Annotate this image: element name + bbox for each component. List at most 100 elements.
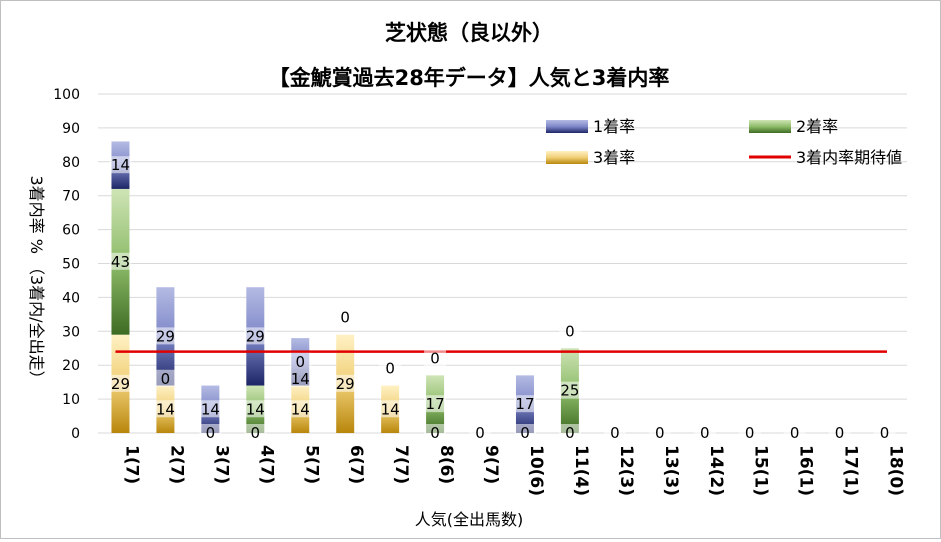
y-tick-label: 60 [62,223,80,239]
x-tick-label: 1(7) [121,445,141,484]
data-label-2nd: 25 [560,382,579,400]
x-tick-label: 16(1) [796,445,816,496]
data-label-2nd-bg [289,369,312,387]
data-label-3rd: 0 [790,424,800,442]
data-label-3rd: 0 [206,424,216,442]
x-tick-label: 11(4) [571,445,591,496]
data-label-2nd-bg [154,369,177,387]
data-label-1st: 0 [565,322,575,340]
data-label-1st-bg [244,327,267,345]
data-label-2nd-bg [558,381,581,399]
data-label-3rd: 0 [251,424,261,442]
data-label-3rd-bg [424,424,447,441]
data-label-2nd: 17 [426,395,445,413]
data-label-3rd-bg [334,374,357,392]
subtitle-backdrop [191,63,737,93]
data-label-1st-bg [558,322,581,340]
x-tick-label: 13(3) [661,445,681,496]
data-label-2nd: 14 [246,400,265,418]
y-tick-label: 20 [62,358,80,374]
data-label-2nd-bg [244,400,267,418]
data-label-3rd-bg [558,424,581,441]
data-label-2nd-bg [424,395,447,413]
y-axis-title: 3着内率 % （3着内/全出走） [27,175,46,386]
data-label-3rd-bg [109,374,132,392]
data-label-3rd: 14 [291,400,310,418]
legend-label-expected: 3着内率期待値 [796,148,902,167]
chart-title: 芝状態（良以外） [385,21,553,45]
data-label-1st: 0 [385,360,395,378]
x-tick-label: 18(0) [886,445,906,496]
data-label-2nd-bg [109,252,132,270]
x-tick-label: 5(7) [301,445,321,484]
data-label-3rd: 0 [520,424,530,442]
data-label-3rd-bg [379,400,402,418]
data-label-3rd: 29 [336,375,355,393]
y-tick-label: 50 [62,257,80,273]
x-tick-label: 4(7) [256,445,276,484]
data-label-3rd-bg [873,424,896,441]
data-label-3rd: 29 [111,375,130,393]
data-label-2nd: 0 [161,370,171,388]
legend-swatch-2nd [749,120,791,133]
y-tick-label: 80 [62,155,80,171]
data-label-2nd: 43 [111,253,130,271]
data-label-3rd: 0 [745,424,755,442]
data-label-3rd-bg [244,424,267,441]
x-tick-label: 8(6) [436,445,456,484]
data-label-1st-bg [199,400,222,418]
data-label-3rd: 0 [880,424,890,442]
gridlines [98,93,907,434]
data-label-3rd-bg [154,400,177,418]
data-label-3rd: 0 [565,424,575,442]
data-label-1st: 0 [340,309,350,327]
data-label-3rd: 0 [475,424,485,442]
y-tick-label: 0 [71,426,80,442]
data-label-3rd: 14 [381,400,400,418]
x-tick-label: 2(7) [166,445,186,484]
data-label-3rd-bg [513,424,536,441]
data-label-3rd-bg [199,424,222,441]
legend-label-2nd: 2着率 [796,117,838,136]
x-axis-title: 人気(全出馬数) [415,510,524,529]
data-label-3rd: 0 [610,424,620,442]
y-tick-label: 70 [62,189,80,205]
x-tick-label: 12(3) [616,445,636,496]
data-label-1st-bg [109,156,132,174]
data-label-1st-bg [154,327,177,345]
y-tick-label: 90 [62,121,80,137]
data-label-3rd-bg [648,424,671,441]
data-label-3rd-bg [738,424,761,441]
data-label-1st-bg [334,308,357,326]
legend-swatch-1st [546,120,588,133]
legend-label-1st: 1着率 [593,117,635,136]
legend-label-3rd: 3着率 [593,148,635,167]
legend: 1着率 2着率 3着率 3着内率期待値 [546,117,902,167]
y-tick-label: 100 [53,87,80,103]
data-label-1st: 29 [156,327,175,345]
x-tick-label: 7(7) [391,445,411,484]
data-label-1st: 29 [246,327,265,345]
x-tick-label: 17(1) [841,445,861,496]
y-tick-label: 40 [62,290,80,306]
data-label-3rd-bg [693,424,716,441]
data-label-1st-bg [513,395,536,413]
y-tick-label: 10 [62,392,80,408]
data-label-1st-bg [379,359,402,377]
x-tick-label: 10(6) [526,445,546,496]
data-label-3rd: 0 [835,424,845,442]
legend-swatch-3rd [546,151,588,164]
x-tick-label: 15(1) [751,445,771,496]
data-label-3rd: 14 [156,400,175,418]
x-tick-label: 14(2) [706,445,726,496]
data-label-3rd-bg [469,424,492,441]
data-label-1st: 14 [201,400,220,418]
data-label-1st-bg [289,352,312,370]
data-label-3rd: 0 [655,424,665,442]
data-label-1st: 0 [295,353,305,371]
data-label-1st: 0 [430,349,440,367]
x-tick-label: 9(7) [481,445,501,484]
data-label-1st: 17 [515,395,534,413]
